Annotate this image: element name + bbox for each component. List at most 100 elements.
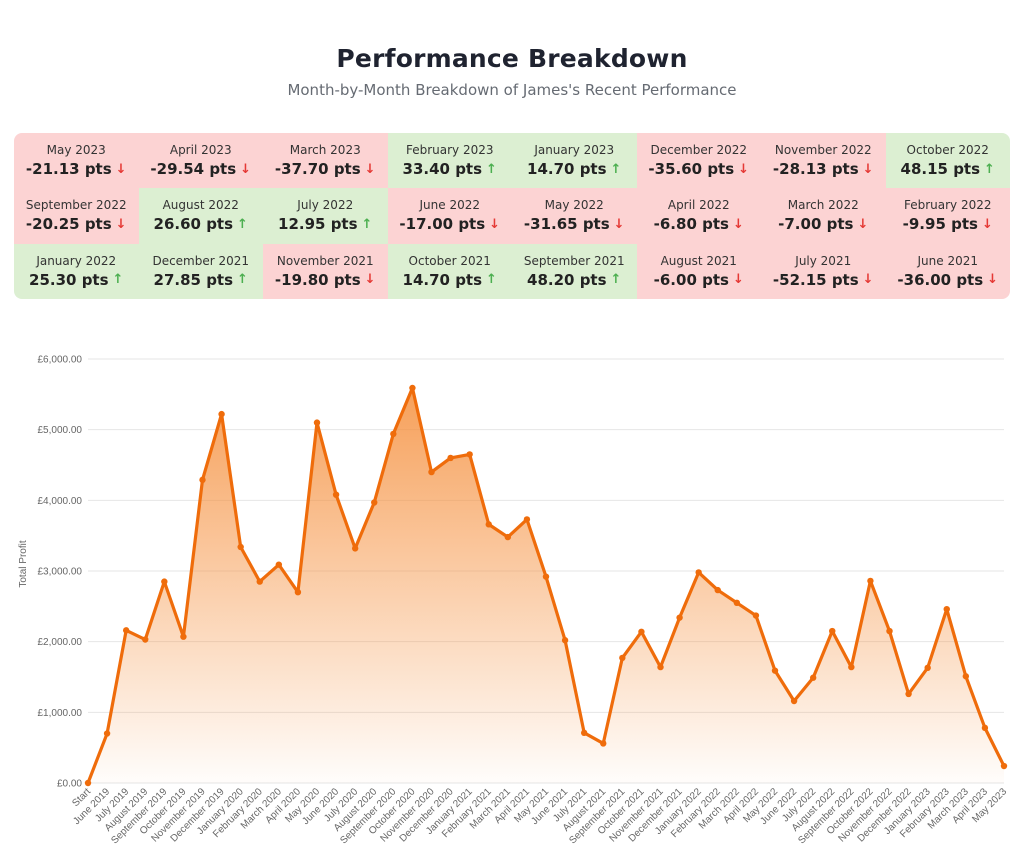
y-tick-label: £3,000.00 — [38, 567, 83, 578]
breakdown-value-row: 27.85 pts ↑ — [154, 271, 248, 289]
data-point[interactable] — [867, 577, 874, 585]
data-point[interactable] — [409, 384, 416, 392]
data-point[interactable] — [142, 636, 149, 643]
breakdown-value: -21.13 pts — [25, 160, 112, 179]
breakdown-value-row: 48.15 pts ↑ — [901, 160, 995, 178]
breakdown-month: March 2022 — [787, 198, 859, 213]
data-point[interactable] — [905, 690, 912, 698]
breakdown-month: October 2021 — [408, 253, 491, 268]
breakdown-value: -28.13 pts — [772, 160, 859, 179]
data-point[interactable] — [84, 779, 92, 787]
data-point[interactable] — [790, 697, 798, 705]
data-point[interactable] — [886, 627, 893, 635]
arrow-down-icon: ↓ — [364, 272, 376, 288]
y-axis-ticks: £0.00 £1,000.00 £2,000.00 £3,000.00 £4,000.0… — [38, 355, 83, 790]
arrow-down-icon: ↓ — [987, 272, 999, 288]
data-point[interactable] — [714, 586, 721, 594]
arrow-up-icon: ↑ — [361, 216, 373, 232]
breakdown-value: -37.70 pts — [274, 160, 361, 179]
arrow-down-icon: ↓ — [115, 161, 127, 177]
breakdown-cell: May 2022 -31.65 pts ↓ — [512, 188, 637, 244]
breakdown-value-row: -9.95 pts ↓ — [903, 215, 993, 233]
data-point[interactable] — [809, 674, 817, 681]
data-point[interactable] — [848, 663, 855, 671]
data-point[interactable] — [371, 499, 378, 506]
breakdown-value-row: -6.80 pts ↓ — [654, 215, 744, 233]
data-point[interactable] — [733, 599, 741, 606]
data-point[interactable] — [256, 578, 263, 585]
data-point[interactable] — [237, 543, 244, 551]
data-point[interactable] — [390, 430, 397, 438]
breakdown-month: May 2023 — [46, 143, 106, 158]
data-point[interactable] — [485, 521, 492, 528]
data-point[interactable] — [180, 633, 187, 640]
data-point[interactable] — [122, 627, 130, 634]
data-point[interactable] — [695, 569, 702, 576]
data-point[interactable] — [829, 627, 836, 635]
breakdown-value: -6.80 pts — [653, 215, 729, 234]
arrow-up-icon: ↑ — [984, 161, 995, 177]
arrow-up-icon: ↑ — [237, 216, 248, 232]
breakdown-month: April 2023 — [169, 143, 232, 158]
arrow-down-icon: ↓ — [981, 216, 993, 232]
breakdown-value: 14.70 pts — [527, 160, 607, 179]
data-point[interactable] — [771, 667, 779, 674]
breakdown-value-row: 26.60 pts ↑ — [154, 215, 248, 233]
breakdown-cell: October 2021 14.70 pts ↑ — [387, 243, 512, 299]
breakdown-value: 26.60 pts — [153, 215, 234, 234]
breakdown-value-row: 33.40 pts ↑ — [403, 160, 497, 178]
data-point[interactable] — [161, 578, 168, 585]
breakdown-month: January 2022 — [36, 253, 117, 268]
data-point[interactable] — [657, 663, 664, 671]
data-point[interactable] — [103, 730, 111, 737]
data-point[interactable] — [542, 573, 550, 580]
data-point[interactable] — [561, 637, 569, 644]
breakdown-value-row: -35.60 pts ↓ — [648, 160, 749, 178]
data-point[interactable] — [332, 491, 340, 498]
data-point[interactable] — [1000, 762, 1008, 770]
breakdown-value-row: -20.25 pts ↓ — [26, 215, 127, 233]
data-point[interactable] — [218, 410, 225, 418]
breakdown-cell: January 2022 25.30 pts ↑ — [14, 243, 139, 299]
data-point[interactable] — [619, 654, 626, 662]
breakdown-month: January 2023 — [534, 143, 615, 158]
data-point[interactable] — [351, 545, 359, 552]
data-point[interactable] — [676, 614, 683, 621]
data-point[interactable] — [752, 612, 760, 619]
data-point[interactable] — [294, 589, 302, 596]
breakdown-cell: April 2022 -6.80 pts ↓ — [636, 188, 761, 244]
data-point[interactable] — [962, 673, 970, 680]
breakdown-month: September 2021 — [523, 253, 625, 268]
data-point[interactable] — [504, 533, 512, 541]
data-point[interactable] — [638, 628, 645, 635]
arrow-down-icon: ↓ — [364, 161, 376, 177]
breakdown-cell: July 2021 -52.15 pts ↓ — [761, 243, 886, 299]
data-point[interactable] — [199, 476, 206, 484]
arrow-up-icon: ↑ — [112, 272, 124, 288]
data-point[interactable] — [466, 451, 473, 458]
breakdown-value-row: -19.80 pts ↓ — [275, 271, 376, 289]
data-point[interactable] — [600, 740, 607, 747]
data-point[interactable] — [924, 664, 931, 672]
data-point[interactable] — [428, 468, 435, 476]
data-point[interactable] — [447, 454, 454, 462]
data-point[interactable] — [981, 724, 989, 732]
data-point[interactable] — [580, 729, 588, 737]
breakdown-value-row: 25.30 pts ↑ — [29, 271, 123, 289]
y-tick-label: £4,000.00 — [38, 496, 83, 507]
data-point[interactable] — [523, 516, 531, 523]
breakdown-value-row: -52.15 pts ↓ — [773, 271, 874, 289]
breakdown-value-row: 14.70 pts ↑ — [527, 160, 621, 178]
breakdown-value: -17.00 pts — [399, 215, 486, 234]
data-point[interactable] — [313, 419, 321, 426]
y-tick-label: £6,000.00 — [38, 355, 83, 366]
data-point[interactable] — [943, 605, 950, 613]
breakdown-month: July 2021 — [795, 253, 852, 268]
breakdown-cell: July 2022 12.95 pts ↑ — [263, 188, 388, 244]
arrow-up-icon: ↑ — [486, 272, 497, 288]
y-axis-label: Total Profit — [18, 540, 29, 587]
breakdown-value: -19.80 pts — [274, 270, 361, 289]
data-point[interactable] — [275, 561, 283, 568]
breakdown-value: 27.85 pts — [153, 270, 234, 289]
